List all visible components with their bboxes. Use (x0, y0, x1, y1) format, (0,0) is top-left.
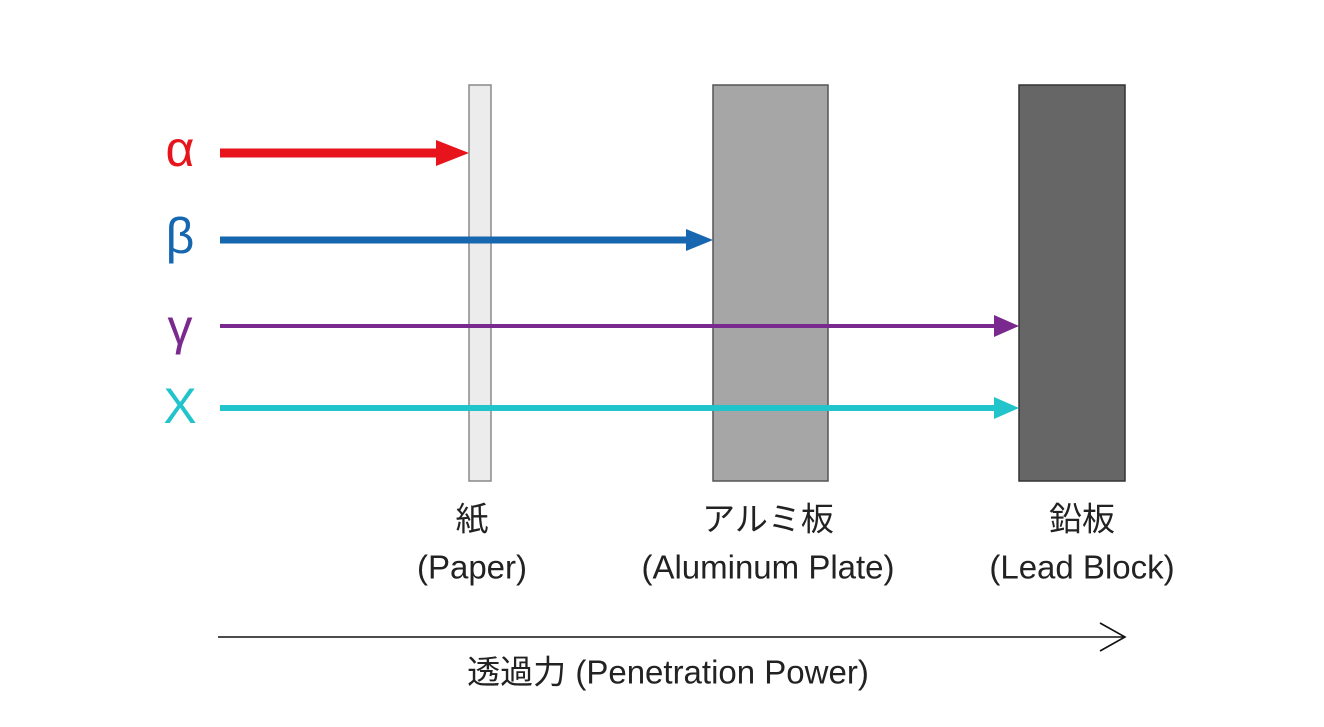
ray-symbol: α (166, 121, 195, 177)
barrier-english: (Paper) (417, 549, 527, 586)
barrier-name: 紙 (456, 501, 489, 538)
lead-barrier (1018, 84, 1126, 482)
barrier-name: アルミ板 (702, 501, 834, 538)
paper-barrier (468, 84, 492, 482)
ray-symbol: X (163, 378, 196, 434)
axis-arrowhead (1099, 622, 1127, 652)
barrier-english: (Lead Block) (989, 549, 1174, 586)
barrier-name: 鉛板 (1049, 501, 1115, 538)
arrowhead (994, 397, 1019, 419)
arrowhead (686, 229, 713, 251)
aluminum-barrier (712, 84, 829, 482)
arrowhead (994, 315, 1019, 337)
barrier-english: (Aluminum Plate) (641, 549, 894, 586)
axis-label: 透過力 (Penetration Power) (467, 654, 869, 691)
ray-symbol: γ (168, 299, 193, 355)
arrowhead (436, 140, 469, 166)
ray-symbol: β (166, 208, 195, 264)
